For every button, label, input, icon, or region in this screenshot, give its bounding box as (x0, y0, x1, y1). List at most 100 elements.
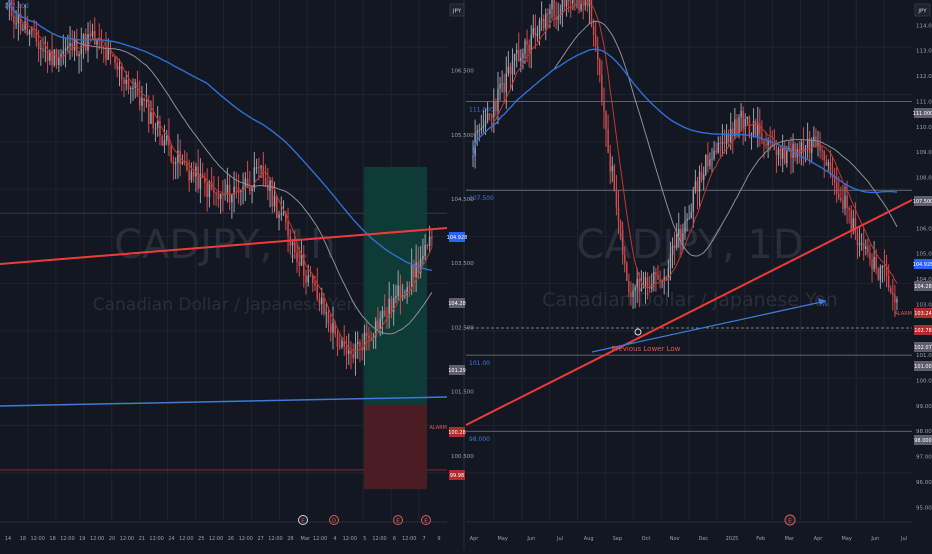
left-candle-body (192, 171, 195, 177)
left-candle-body (278, 214, 280, 218)
right-candle-body (700, 171, 703, 180)
right-price-badge-text: 104.28 (914, 284, 932, 290)
right-candle-body (478, 130, 481, 132)
right-candle-body (879, 267, 882, 280)
left-candle-body (217, 192, 220, 200)
left-candle-body (305, 275, 307, 283)
left-event-marker[interactable] (421, 515, 431, 525)
right-candle-body (486, 113, 489, 121)
right-candle-body (804, 148, 807, 151)
right-candle-body (640, 288, 643, 292)
left-event-marker[interactable] (298, 515, 308, 525)
right-candle-body (611, 166, 613, 172)
left-time-label: 18 (20, 536, 26, 542)
right-candle-body (779, 148, 782, 159)
right-candle-body (524, 40, 526, 54)
right-time-label: Dec (698, 536, 708, 542)
left-candle-body (359, 342, 361, 348)
left-candle-body (298, 262, 301, 266)
right-candle-body (493, 101, 495, 118)
right-candle-body (773, 145, 776, 151)
left-candle-body (341, 340, 343, 347)
left-event-marker[interactable] (329, 515, 339, 525)
left-candle-body (136, 82, 139, 97)
right-candle-body (796, 149, 798, 158)
right-candle-body (883, 265, 886, 268)
right-candle-body (603, 101, 605, 112)
right-candle-body (472, 155, 474, 157)
left-candle-body (46, 50, 49, 61)
left-candle-body (26, 21, 29, 35)
left-candle-body (240, 190, 242, 193)
right-watermark-symbol: CADJPY, 1D (576, 222, 803, 268)
right-arrow-label: 7k (822, 302, 828, 308)
left-time-label: 24 (168, 536, 174, 542)
right-level-label: 98.000 (469, 436, 490, 443)
left-candle-body (17, 14, 20, 24)
right-time-label: 2025 (726, 536, 739, 542)
right-candle-body (856, 233, 859, 245)
left-candle-body (159, 121, 161, 136)
left-candle-body (213, 189, 215, 193)
left-event-marker-text: E (424, 519, 428, 525)
left-price-label: 103.500 (451, 261, 474, 267)
right-candle-body (763, 140, 765, 145)
left-candle-body (390, 298, 393, 313)
left-candle-body (244, 178, 247, 188)
right-candle-body (761, 133, 763, 141)
right-price-label: 100.000 (916, 378, 932, 384)
right-candle-body (690, 211, 692, 219)
right-candle-body (528, 44, 530, 53)
right-candle-body (723, 141, 726, 144)
left-red-trendline[interactable] (0, 227, 448, 265)
right-price-label: 103.000 (916, 302, 932, 308)
right-red-trendline[interactable] (465, 199, 913, 426)
right-candle-body (871, 259, 873, 270)
right-candle-body (759, 123, 761, 134)
right-candle-body (509, 66, 512, 75)
right-candle-body (567, 0, 570, 2)
left-blue-trendline[interactable] (0, 396, 448, 407)
right-candle-body (696, 181, 699, 192)
right-candle-body (815, 136, 817, 147)
right-candle-body (798, 149, 801, 155)
left-candle-body (141, 98, 143, 106)
left-candle-body (428, 236, 431, 246)
left-price-badge (449, 298, 465, 308)
left-candle-body (132, 87, 134, 89)
right-candle-body (480, 128, 483, 131)
left-candle-body (320, 297, 323, 304)
left-candle-body (399, 285, 402, 299)
left-candle-body (365, 332, 368, 336)
left-candle-body (329, 324, 332, 333)
right-candle-body (636, 278, 638, 288)
left-candle-body (107, 49, 110, 60)
right-price-badge-text: 102.78 (914, 328, 932, 334)
right-candle-body (653, 271, 655, 285)
left-candle-body (15, 23, 17, 25)
right-price-badge (914, 259, 932, 269)
right-candle-body (499, 84, 501, 89)
right-candle-body (875, 256, 877, 269)
left-candle-body (177, 150, 179, 163)
left-candle-body (231, 194, 233, 203)
right-candle-body (657, 274, 659, 280)
right-candle-body (786, 150, 788, 164)
long-position-stop-zone[interactable] (364, 405, 427, 490)
left-candle-body (395, 296, 397, 298)
right-candle-body (705, 154, 707, 175)
left-candle-body (28, 30, 31, 35)
left-candle-body (210, 181, 213, 190)
right-candle-body (628, 280, 630, 293)
left-candle-body (73, 38, 76, 51)
left-candle-body (246, 178, 249, 188)
right-blue-trendline[interactable] (591, 300, 827, 353)
right-candle-body (713, 150, 715, 159)
right-candle-body (503, 83, 505, 93)
left-price-label: 105.500 (451, 133, 474, 139)
right-event-marker[interactable] (784, 514, 796, 526)
left-event-marker[interactable] (393, 515, 403, 525)
